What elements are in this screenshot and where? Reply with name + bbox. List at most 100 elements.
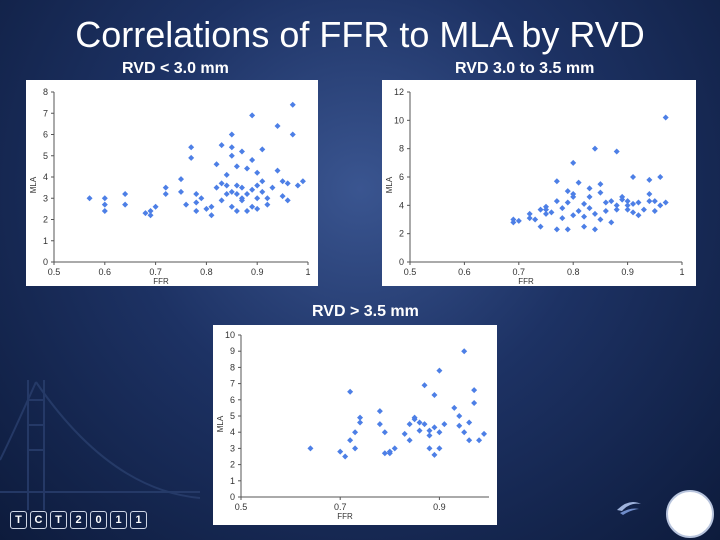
- chart1-data-point: [203, 205, 210, 212]
- chart3-data-point: [337, 448, 344, 455]
- chart2-title: RVD 3.0 to 3.5 mm: [455, 60, 595, 77]
- chart1-annotation: r = 0.234 p = 0.0036: [56, 99, 132, 137]
- chart2-data-point: [630, 209, 637, 216]
- tct-logo-char: 0: [90, 511, 107, 529]
- chart2-data-point: [575, 208, 582, 214]
- chart3-data-point: [376, 408, 383, 415]
- chart2-data-point: [575, 179, 582, 186]
- chart1-data-point: [193, 208, 200, 214]
- chart2-y-tick-label: 12: [394, 87, 404, 97]
- chart2-x-axis-label: FFR: [518, 277, 534, 286]
- chart2-plot: 0 2 4 6 8 10 12 0.5 0.6 0.7 0.8 0.9 1 FFR MLA: [385, 87, 685, 286]
- chart1-data-point: [178, 188, 184, 195]
- chart3-data-point: [461, 348, 468, 355]
- chart2-data-point: [630, 174, 637, 180]
- chart1-data-point: [147, 212, 154, 219]
- chart3-x-tick-label: 0.7: [334, 502, 347, 512]
- chart3-y-tick-label: 0: [230, 492, 235, 502]
- chart2-panel: 0 2 4 6 8 10 12 0.5 0.6 0.7 0.8 0.9 1 FFR MLA: [382, 80, 696, 286]
- chart1-data-point: [213, 184, 220, 191]
- chart1-data-point: [259, 178, 266, 185]
- chart1-y-axis-label: MLA: [29, 176, 38, 193]
- chart1-y-tick-label: 8: [43, 87, 48, 97]
- chart3-plot: 0 1 2 3 4 5 6 7 8 9 10 0.5 0.7 0.9 FFR MLA: [216, 330, 489, 521]
- chart1-data-point: [162, 191, 169, 197]
- chart1-data-point: [122, 201, 129, 208]
- chart1-data-point: [254, 169, 261, 176]
- chart1-data-point: [218, 142, 225, 149]
- tct-logo-char: 1: [110, 511, 127, 529]
- chart3-data-point: [342, 453, 349, 460]
- chart1-data-point: [213, 161, 220, 168]
- chart1-y-tick-label: 3: [43, 193, 48, 203]
- chart1-data-point: [208, 203, 215, 210]
- chart3-data-point: [461, 429, 468, 436]
- chart1-data-point: [188, 154, 195, 161]
- chart3-data-point: [352, 445, 359, 452]
- chart2-data-point: [624, 206, 631, 213]
- tct-logo: T C T 2 0 1 1: [10, 511, 147, 529]
- chart2-data-point: [613, 206, 620, 213]
- chart3-data-point: [386, 450, 393, 457]
- chart3-data-point: [471, 400, 478, 407]
- chart2-data-point: [591, 226, 598, 233]
- chart1-data-point: [289, 131, 296, 138]
- chart2-data-point: [624, 198, 631, 205]
- chart2-data-point: [581, 223, 588, 230]
- chart3-y-tick-label: 5: [230, 411, 235, 421]
- chart1-data-point: [233, 208, 240, 214]
- chart2-data-point: [602, 208, 609, 214]
- chart2-data-point: [581, 200, 588, 207]
- chart1-data-point: [208, 212, 215, 219]
- chart1-data-point: [183, 201, 190, 208]
- chart3-data-point: [416, 419, 423, 426]
- chart1-data-point: [228, 188, 235, 195]
- chart2-data-point: [553, 178, 560, 185]
- chart2-data-point: [553, 198, 560, 205]
- chart3-y-axis-label: MLA: [216, 415, 225, 432]
- chart3-y-tick-label: 3: [230, 443, 235, 453]
- chart2-data-point: [646, 191, 653, 197]
- chart1-data-point: [259, 188, 266, 195]
- chart2-y-tick-label: 0: [399, 257, 404, 267]
- chart2-p-value: p = 0.0024: [419, 131, 496, 148]
- chart1-y-tick-label: 1: [43, 236, 48, 246]
- chart3-data-point: [381, 429, 388, 436]
- chart1-data-point: [193, 199, 200, 206]
- golden-gate-bridge-icon: [0, 380, 200, 510]
- chart2-data-point: [526, 210, 533, 217]
- chart2-data-point: [510, 216, 517, 223]
- chart1-data-point: [178, 176, 184, 183]
- chart3-data-point: [466, 437, 473, 444]
- chart3-data-point: [381, 450, 388, 457]
- chart2-data-point: [515, 217, 522, 224]
- chart1-data-point: [101, 195, 108, 202]
- tct-logo-char: 2: [70, 511, 87, 529]
- chart2-data-point: [543, 210, 549, 217]
- chart3-data-point: [416, 427, 423, 434]
- chart2-y-tick-label: 8: [399, 144, 404, 154]
- chart2-data-point: [597, 181, 604, 188]
- chart2-data-point: [559, 205, 566, 212]
- chart1-data-point: [233, 191, 240, 197]
- chart2-x-tick-label: 1: [679, 267, 684, 277]
- chart2-data-point: [651, 198, 658, 205]
- chart2-data-point: [564, 188, 571, 195]
- chart1-data-point: [218, 180, 225, 187]
- tct-logo-char: 1: [130, 511, 147, 529]
- chart3-title: RVD > 3.5 mm: [312, 303, 419, 320]
- chart1-data-point: [233, 182, 240, 189]
- chart2-data-point: [570, 212, 577, 219]
- chart3-data-point: [431, 451, 438, 458]
- chart1-x-axis-label: FFR: [153, 277, 169, 286]
- chart3-data-point: [401, 430, 408, 437]
- chart1-data-point: [254, 182, 261, 189]
- chart2-x-tick-label: 0.8: [567, 267, 580, 277]
- chart3-y-tick-label: 8: [230, 362, 235, 372]
- chart2-data-point: [532, 216, 539, 223]
- chart3-data-point: [441, 421, 448, 428]
- chart3-data-point: [391, 445, 398, 452]
- chart1-p-value: p = 0.0036: [56, 119, 133, 136]
- chart2-x-tick-label: 0.9: [621, 267, 634, 277]
- chart1-data-point: [244, 191, 251, 197]
